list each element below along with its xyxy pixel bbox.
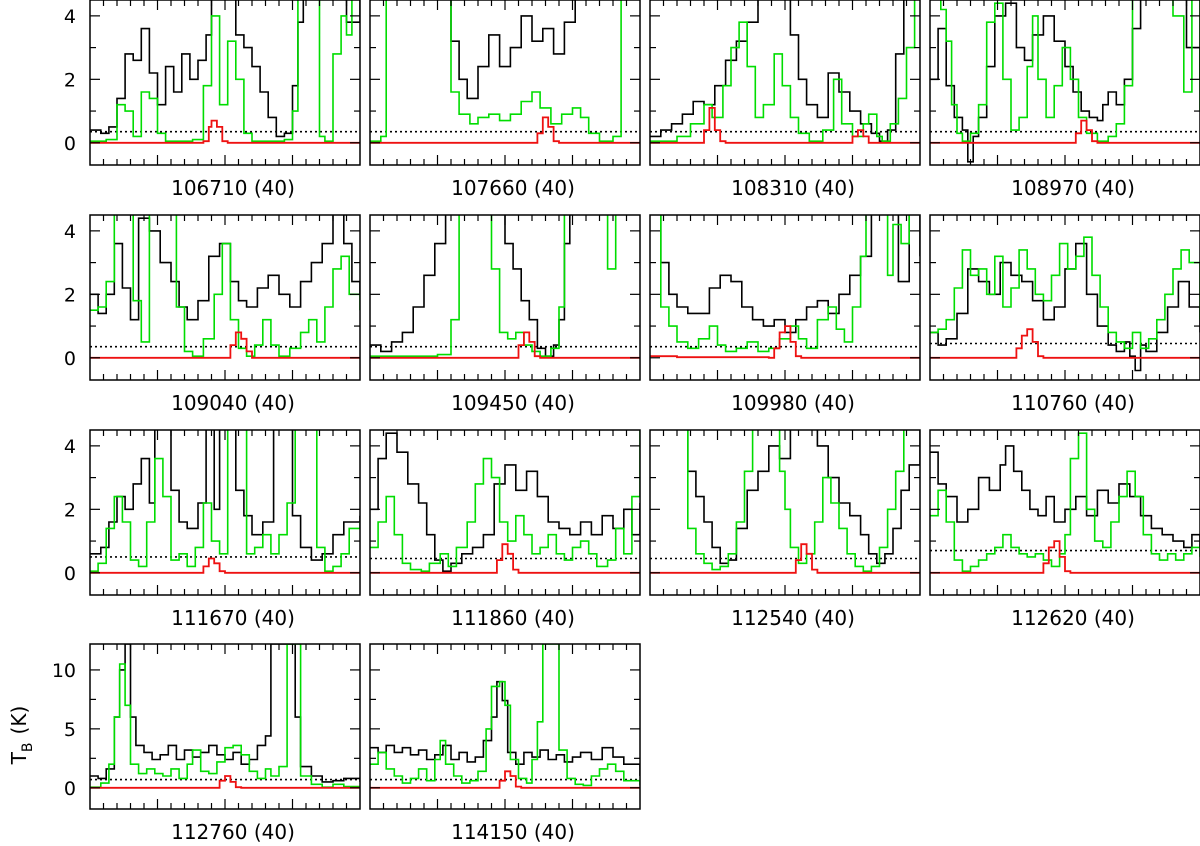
series-model-species-line: [650, 107, 920, 144]
y-tick-label: 10: [52, 660, 76, 682]
series-model-species-line: [370, 331, 640, 359]
y-axis-label: TB (K): [7, 706, 36, 766]
panel-frequency-label: 106710 (40): [171, 176, 295, 200]
series-model-all-line: [90, 215, 360, 357]
spectrum-panel: 0 5 10 112760 (40): [52, 643, 361, 844]
series-observed-line: [660, 215, 920, 334]
y-axis-label-main: T: [7, 751, 31, 765]
series-model-species-line: [650, 543, 920, 574]
series-model-species-line: [370, 770, 640, 789]
series-observed-line: [450, 0, 576, 100]
y-tick-label: 5: [64, 719, 76, 741]
panel-frequency-label: 109450 (40): [451, 391, 575, 415]
series-model-all-line: [940, 0, 1200, 142]
panel-frame: [369, 643, 641, 810]
series-model-all-line: [930, 236, 1200, 350]
y-tick-label: 2: [64, 284, 76, 306]
series-model-all-line: [90, 644, 360, 788]
y-tick-label: 2: [64, 499, 76, 521]
series-model-species-line: [90, 775, 360, 789]
panel-frequency-label: 112760 (40): [171, 820, 295, 844]
spectrum-panel: 107660 (40): [369, 0, 641, 200]
series-model-all-line: [90, 430, 360, 572]
series-model-species-line: [650, 325, 920, 359]
y-axis-label-sub: B: [20, 742, 36, 752]
panel-frequency-label: 107660 (40): [451, 176, 575, 200]
panel-frequency-label: 111860 (40): [451, 606, 575, 630]
panel-frequency-label: 109040 (40): [171, 391, 295, 415]
spectrum-panel: 109450 (40): [369, 214, 641, 415]
series-observed-line: [90, 430, 360, 561]
panel-frequency-label: 114150 (40): [451, 820, 575, 844]
spectrum-panel: 108310 (40): [649, 0, 921, 200]
panel-frequency-label: 110760 (40): [1011, 391, 1135, 415]
y-tick-label: 4: [64, 436, 76, 458]
y-tick-label: 0: [64, 133, 76, 155]
spectrum-panel: 110760 (40): [929, 214, 1200, 415]
series-model-all-line: [650, 0, 916, 142]
series-model-species-line: [90, 119, 360, 144]
series-model-all-line: [370, 644, 640, 787]
panel-grid: 0 2 4 106710 (40) 107660 (40) 108310 (40) 1089…: [52, 0, 1200, 844]
panel-frame: [649, 429, 921, 596]
panel-frequency-label: 109980 (40): [731, 391, 855, 415]
panel-frame: [89, 429, 361, 596]
spectrum-panel: 111860 (40): [369, 429, 641, 630]
y-tick-label: 0: [64, 778, 76, 800]
series-observed-line: [370, 215, 571, 357]
series-model-all-line: [687, 430, 905, 572]
panel-frame: [649, 214, 921, 381]
series-model-species-line: [930, 328, 1200, 359]
spectrum-panel: 0 2 4 111670 (40): [64, 429, 361, 630]
series-model-species-line: [90, 331, 360, 359]
panel-frequency-label: 111670 (40): [171, 606, 295, 630]
panel-frequency-label: 112620 (40): [1011, 606, 1135, 630]
y-tick-label: 0: [64, 563, 76, 585]
series-observed-line: [687, 430, 920, 565]
y-tick-label: 4: [64, 6, 76, 28]
series-observed-line: [650, 0, 905, 142]
series-model-all-line: [90, 0, 353, 142]
series-observed-line: [370, 680, 640, 776]
series-model-species-line: [90, 557, 360, 574]
series-model-species-line: [930, 119, 1200, 144]
spectrum-panel: 0 2 4 109040 (40): [64, 214, 361, 415]
y-tick-label: 4: [64, 221, 76, 243]
series-model-all-line: [370, 430, 640, 572]
panel-frequency-label: 108310 (40): [731, 176, 855, 200]
series-model-all-line: [930, 432, 1200, 572]
spectrum-panel: 108970 (40): [929, 0, 1200, 200]
series-model-species-line: [930, 540, 1200, 574]
series-model-species-line: [370, 116, 640, 144]
spectrum-panel: 109980 (40): [649, 214, 921, 415]
svg-text:TB(K): TB (K): [7, 706, 36, 766]
spectrum-panel: 112540 (40): [649, 429, 921, 630]
series-observed-line: [370, 432, 640, 572]
panel-frequency-label: 112540 (40): [731, 606, 855, 630]
series-observed-line: [90, 215, 360, 321]
series-model-all-line: [370, 0, 622, 142]
y-axis-label-unit: (K): [7, 706, 31, 735]
series-model-species-line: [370, 543, 640, 574]
spectrum-panel: 0 2 4 106710 (40): [64, 0, 361, 200]
spectrum-panel: 112620 (40): [929, 429, 1200, 630]
y-tick-label: 2: [64, 69, 76, 91]
panel-frequency-label: 108970 (40): [1011, 176, 1135, 200]
series-observed-line: [90, 0, 360, 138]
series-observed-line: [930, 445, 1200, 549]
spectrum-panel: 114150 (40): [369, 643, 641, 844]
y-tick-label: 0: [64, 348, 76, 370]
